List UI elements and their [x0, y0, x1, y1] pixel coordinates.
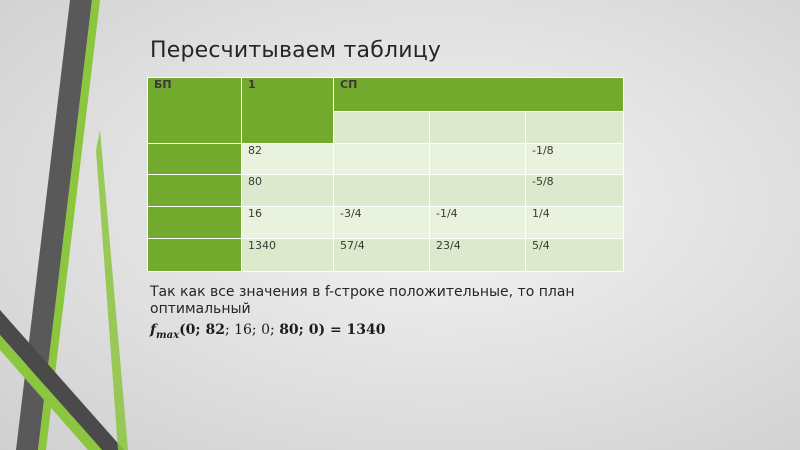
cell: 1340: [241, 238, 334, 272]
cell: 23/4: [429, 238, 526, 272]
subheader-cell: [333, 111, 430, 144]
cell: [333, 143, 430, 175]
cell: 80: [241, 174, 334, 207]
row-bp: [147, 238, 242, 272]
cell: [429, 143, 526, 175]
cell: 57/4: [333, 238, 430, 272]
cell: -3/4: [333, 206, 430, 239]
cell: 5/4: [525, 238, 624, 272]
cell: -1/8: [525, 143, 624, 175]
subheader-cell: [525, 111, 624, 144]
formula-args-tail: ; 0) = 1340: [298, 322, 386, 338]
cell: -5/8: [525, 174, 624, 207]
subheader-cell: [429, 111, 526, 144]
formula-args-bold: 80: [279, 322, 299, 338]
simplex-table: БП 1 СП 82 -1/8 80 -5/8 16 -3/4 -1/4 1/4…: [147, 77, 624, 272]
formula-args-lead: (0; 82: [179, 322, 225, 338]
row-bp: [147, 143, 242, 175]
table-row: 1340 57/4 23/4 5/4: [147, 238, 624, 272]
table-row: 16 -3/4 -1/4 1/4: [147, 206, 624, 239]
cell: 16: [241, 206, 334, 239]
formula-subscript: max: [156, 329, 180, 341]
row-bp: [147, 174, 242, 207]
header-sp: СП: [333, 77, 624, 112]
row-bp: [147, 206, 242, 239]
table-row: 82 -1/8: [147, 143, 624, 175]
cell: 1/4: [525, 206, 624, 239]
cell: -1/4: [429, 206, 526, 239]
cell: [333, 174, 430, 207]
header-col1: 1: [241, 77, 334, 144]
slide-title: Пересчитываем таблицу: [150, 38, 442, 63]
conclusion-text: Так как все значения в f-строке положите…: [150, 284, 575, 317]
header-bp: БП: [147, 77, 242, 144]
cell: 82: [241, 143, 334, 175]
formula-args-mid: ; 16; 0;: [224, 322, 280, 338]
optimum-formula: fmax(0; 82; 16; 0; 80; 0) = 1340: [150, 322, 386, 341]
cell: [429, 174, 526, 207]
table-row: 80 -5/8: [147, 174, 624, 207]
formula-function: f: [150, 322, 157, 338]
